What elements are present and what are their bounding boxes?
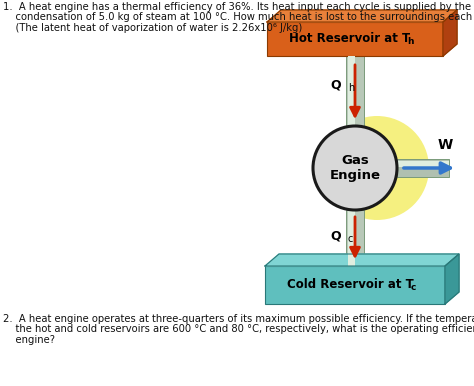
Text: Cold Reservoir at T: Cold Reservoir at T bbox=[287, 279, 413, 291]
Text: Gas
Engine: Gas Engine bbox=[329, 154, 381, 182]
Text: W: W bbox=[438, 138, 453, 152]
Polygon shape bbox=[443, 10, 457, 56]
Polygon shape bbox=[265, 254, 459, 266]
Text: (The latent heat of vaporization of water is 2.26x10⁶ J/kg): (The latent heat of vaporization of wate… bbox=[3, 23, 302, 33]
Text: Hot Reservoir at T: Hot Reservoir at T bbox=[290, 32, 410, 46]
FancyBboxPatch shape bbox=[348, 56, 355, 126]
Text: c: c bbox=[411, 283, 416, 291]
FancyBboxPatch shape bbox=[265, 266, 445, 304]
Text: c: c bbox=[348, 234, 354, 244]
Text: condensation of 5.0 kg of steam at 100 °C. How much heat is lost to the surround: condensation of 5.0 kg of steam at 100 °… bbox=[3, 12, 474, 22]
FancyBboxPatch shape bbox=[348, 210, 355, 266]
Text: h: h bbox=[407, 37, 413, 46]
Text: engine?: engine? bbox=[3, 335, 55, 345]
FancyBboxPatch shape bbox=[346, 56, 364, 126]
Text: the hot and cold reservoirs are 600 °C and 80 °C, respectively, what is the oper: the hot and cold reservoirs are 600 °C a… bbox=[3, 325, 474, 335]
Text: 2.  A heat engine operates at three-quarters of its maximum possible efficiency.: 2. A heat engine operates at three-quart… bbox=[3, 314, 474, 324]
Text: 1.  A heat engine has a thermal efficiency of 36%. Its heat input each cycle is : 1. A heat engine has a thermal efficienc… bbox=[3, 2, 471, 12]
Polygon shape bbox=[445, 254, 459, 304]
Circle shape bbox=[325, 116, 429, 220]
Text: h: h bbox=[348, 83, 354, 93]
Text: Q: Q bbox=[330, 78, 341, 91]
FancyBboxPatch shape bbox=[397, 161, 449, 167]
Polygon shape bbox=[267, 10, 457, 22]
FancyBboxPatch shape bbox=[267, 22, 443, 56]
FancyBboxPatch shape bbox=[346, 210, 364, 266]
Text: Q: Q bbox=[330, 230, 341, 242]
Circle shape bbox=[313, 126, 397, 210]
FancyBboxPatch shape bbox=[397, 159, 449, 177]
